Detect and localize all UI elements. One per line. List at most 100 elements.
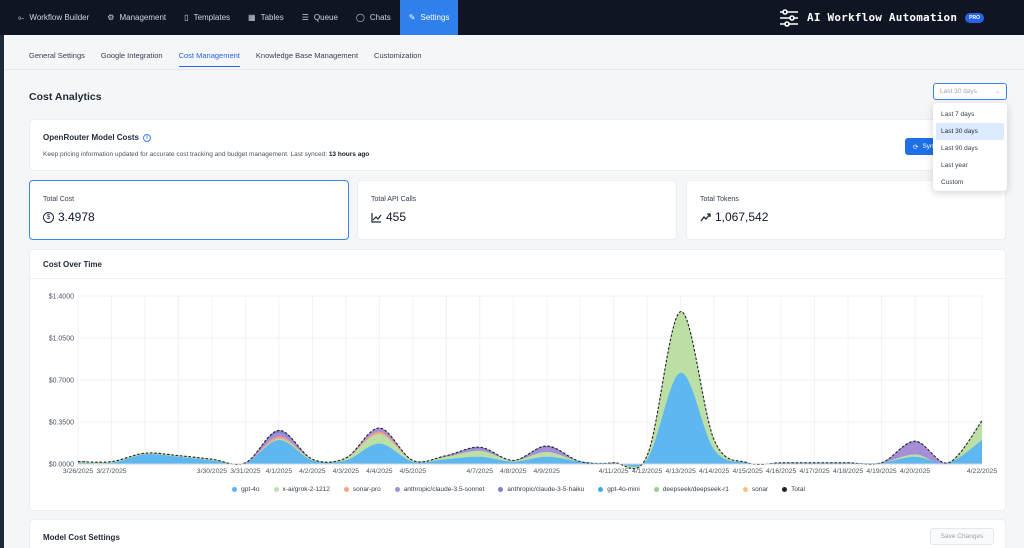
date-range-option[interactable]: Last 90 days bbox=[941, 145, 978, 152]
openrouter-title-text: OpenRouter Model Costs bbox=[43, 133, 140, 142]
nav-item-label: Queue bbox=[313, 13, 338, 22]
tab-knowledge-base-management[interactable]: Knowledge Base Management bbox=[255, 51, 359, 60]
stat-label: Total Tokens bbox=[700, 196, 739, 203]
y-tick-label: $1.0500 bbox=[49, 336, 74, 343]
area-sonar bbox=[78, 311, 982, 469]
openrouter-card: OpenRouter Model Costs i Keep pricing in… bbox=[29, 119, 1006, 171]
legend-swatch bbox=[782, 487, 788, 492]
workflow-icon: ⟜ bbox=[18, 12, 25, 22]
model-cost-settings-title: Model Cost Settings bbox=[43, 533, 120, 542]
x-tick-label: 4/5/2025 bbox=[400, 468, 427, 475]
x-tick-label: 3/30/2025 bbox=[197, 468, 227, 475]
legend-swatch bbox=[742, 487, 748, 492]
tab-general-settings[interactable]: General Settings bbox=[29, 51, 85, 60]
legend-label: anthropic/claude-3.5-sonnet bbox=[403, 486, 485, 493]
brand-title: AI Workflow Automation bbox=[807, 11, 958, 24]
date-range-option[interactable]: Last 7 days bbox=[941, 111, 975, 118]
legend-label: anthropic/claude-3-5-haiku bbox=[507, 486, 585, 493]
settings-subtabs: General Settings Google Integration Cost M… bbox=[29, 51, 422, 67]
top-nav: ⟜ Workflow Builder ⚙ Management ▯ Templates ▦ T… bbox=[0, 0, 1024, 35]
nav-item-queue[interactable]: ☰ Queue bbox=[293, 0, 347, 35]
x-tick-label: 4/7/2025 bbox=[467, 468, 494, 475]
total-cost-value: 3.4978 bbox=[58, 210, 95, 224]
last-synced-value: 13 hours ago bbox=[328, 151, 370, 158]
x-tick-label: 4/1/2025 bbox=[266, 468, 293, 475]
document-icon: ▯ bbox=[184, 13, 189, 22]
chart-header-divider bbox=[30, 278, 1007, 279]
stat-value: 455 bbox=[371, 210, 406, 224]
trend-icon bbox=[700, 212, 711, 221]
x-tick-label: 4/8/2025 bbox=[500, 468, 527, 475]
cost-over-time-card: Cost Over Time $0.0000 $0.3500 $0.7000 $1.0… bbox=[29, 249, 1007, 511]
openrouter-desc-text: Keep pricing information updated for acc… bbox=[43, 151, 329, 158]
dollar-icon: $ bbox=[43, 211, 54, 223]
stat-label: Total API Calls bbox=[371, 196, 417, 203]
date-range-option[interactable]: Custom bbox=[941, 179, 964, 186]
legend-item[interactable]: x-ai/grok-2-1212 bbox=[273, 486, 330, 493]
legend-item[interactable]: anthropic/claude-3-5-haiku bbox=[498, 486, 584, 493]
info-icon[interactable]: i bbox=[143, 133, 152, 142]
x-tick-label: 4/15/2025 bbox=[733, 468, 763, 475]
legend-item[interactable]: gpt-4o bbox=[232, 486, 260, 493]
x-tick-label: 4/3/2025 bbox=[333, 468, 360, 475]
legend-swatch bbox=[394, 487, 400, 492]
tab-google-integration[interactable]: Google Integration bbox=[100, 51, 163, 60]
nav-item-management[interactable]: ⚙ Management bbox=[98, 0, 175, 35]
area-x-ai-grok-2-1212 bbox=[78, 311, 982, 469]
brand: AI Workflow Automation PRO bbox=[779, 0, 984, 35]
pro-badge: PRO bbox=[965, 12, 984, 23]
tab-customization[interactable]: Customization bbox=[374, 51, 422, 60]
legend-item[interactable]: Total bbox=[782, 486, 805, 493]
area-gpt-4o-mini bbox=[78, 311, 982, 469]
date-range-select[interactable]: Last 30 days ⌄ bbox=[933, 83, 1007, 100]
legend-label: Total bbox=[791, 486, 805, 493]
x-tick-label: 4/9/2025 bbox=[534, 468, 561, 475]
legend-swatch bbox=[343, 487, 349, 492]
settings-page: General Settings Google Integration Cost M… bbox=[4, 35, 1024, 548]
x-tick-label: 3/26/2025 bbox=[63, 468, 93, 475]
chevron-down-icon: ⌄ bbox=[994, 89, 1000, 95]
legend-label: deepseek/deepseek-r1 bbox=[662, 486, 729, 493]
legend-item[interactable]: deepseek/deepseek-r1 bbox=[653, 486, 729, 493]
nav-item-label: Templates bbox=[193, 13, 231, 22]
openrouter-description: Keep pricing information updated for acc… bbox=[43, 151, 369, 158]
x-tick-label: 4/4/2025 bbox=[366, 468, 393, 475]
x-tick-label: 4/20/2025 bbox=[900, 468, 930, 475]
total-api-calls-value: 455 bbox=[386, 210, 407, 224]
legend-item[interactable]: gpt-4o-mini bbox=[598, 486, 640, 493]
area-sonar-pro bbox=[78, 311, 982, 469]
x-tick-label: 4/16/2025 bbox=[766, 468, 796, 475]
date-range-option[interactable]: Last year bbox=[941, 162, 968, 169]
stat-total-api-calls[interactable]: Total API Calls 455 bbox=[357, 180, 677, 240]
openrouter-title: OpenRouter Model Costs i bbox=[43, 133, 152, 142]
area-anthropic-claude-3-5-haiku bbox=[78, 311, 982, 469]
wrench-icon: ✎ bbox=[408, 13, 416, 22]
date-range-option[interactable]: Last 30 days bbox=[936, 123, 1004, 140]
area-gpt-4o bbox=[78, 372, 982, 467]
x-tick-label: 4/13/2025 bbox=[666, 468, 696, 475]
nav-item-label: Chats bbox=[369, 13, 391, 22]
chat-icon: ◯ bbox=[355, 13, 365, 22]
cost-over-time-chart: $0.0000 $0.3500 $0.7000 $1.0500 $1.4000 3/26/… bbox=[49, 294, 998, 476]
y-tick-label: $0.7000 bbox=[49, 378, 74, 385]
nav-item-templates[interactable]: ▯ Templates bbox=[175, 0, 239, 35]
nav-item-tables[interactable]: ▦ Tables bbox=[239, 0, 293, 35]
nav-item-settings[interactable]: ✎ Settings bbox=[399, 0, 459, 35]
save-changes-button[interactable]: Save Changes bbox=[930, 528, 994, 545]
refresh-icon: ⟳ bbox=[913, 143, 919, 151]
legend-item[interactable]: sonar-pro bbox=[343, 486, 381, 493]
nav-item-label: Management bbox=[119, 13, 167, 22]
nav-item-label: Workflow Builder bbox=[29, 13, 90, 22]
x-tick-label: 4/12/2025 bbox=[632, 468, 662, 475]
nav-item-workflow-builder[interactable]: ⟜ Workflow Builder bbox=[0, 0, 98, 35]
y-tick-label: $0.3500 bbox=[49, 420, 74, 427]
legend-swatch bbox=[598, 487, 604, 492]
area-anthropic-claude-3-5-sonnet bbox=[78, 311, 982, 469]
legend-item[interactable]: sonar bbox=[742, 486, 768, 493]
y-tick-label: $1.4000 bbox=[49, 294, 74, 301]
tab-cost-management[interactable]: Cost Management bbox=[178, 51, 240, 67]
chart-legend: gpt-4o x-ai/grok-2-1212 sonar-pro anthropic… bbox=[30, 486, 1007, 493]
stat-total-cost[interactable]: Total Cost $ 3.4978 bbox=[29, 180, 349, 240]
nav-item-chats[interactable]: ◯ Chats bbox=[347, 0, 400, 35]
legend-item[interactable]: anthropic/claude-3.5-sonnet bbox=[394, 486, 485, 493]
